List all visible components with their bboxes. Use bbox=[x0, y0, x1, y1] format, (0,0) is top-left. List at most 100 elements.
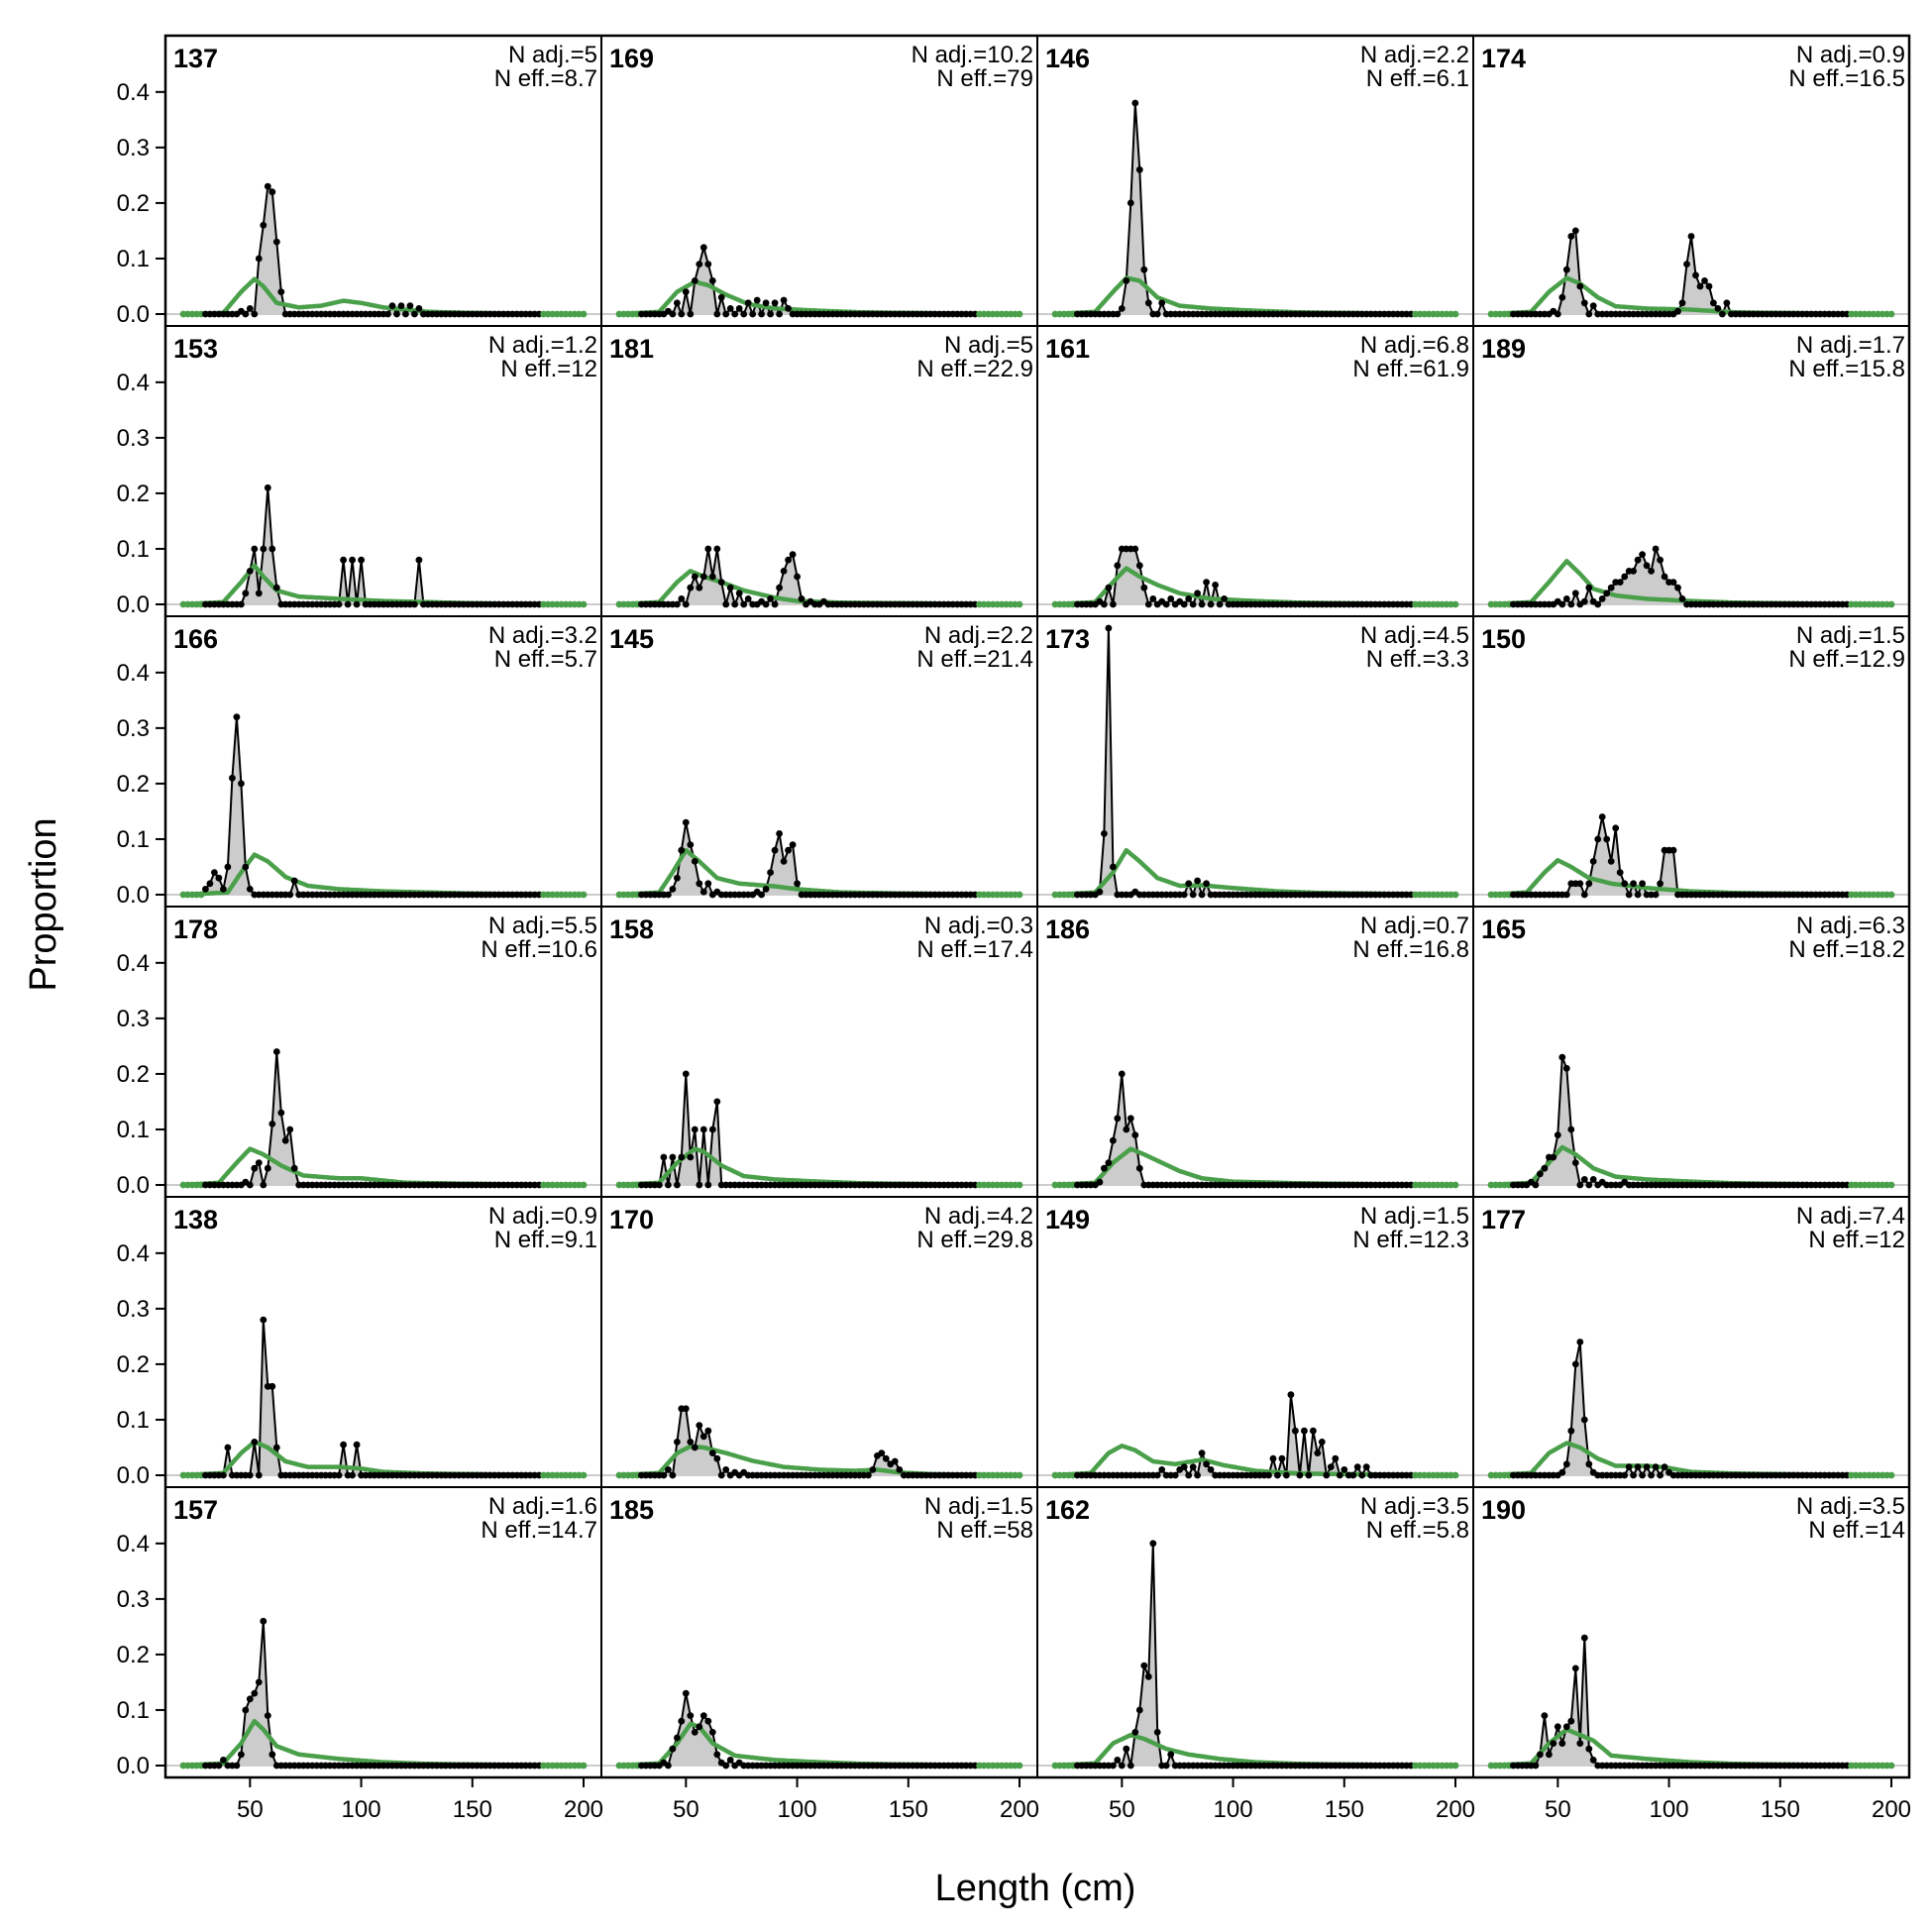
observed-point bbox=[1274, 1471, 1281, 1479]
observed-point bbox=[1585, 1745, 1593, 1753]
observed-point bbox=[1305, 1471, 1313, 1479]
observed-point bbox=[1612, 824, 1620, 832]
observed-point bbox=[789, 841, 797, 848]
observed-point bbox=[251, 545, 259, 553]
observed-point bbox=[580, 891, 588, 899]
observed-point bbox=[1607, 584, 1615, 591]
observed-point bbox=[1567, 600, 1575, 608]
observed-point bbox=[1127, 1115, 1134, 1123]
observed-point bbox=[1639, 551, 1646, 558]
observed-point bbox=[1162, 600, 1170, 608]
observed-point bbox=[767, 869, 774, 876]
observed-point bbox=[1135, 1706, 1143, 1714]
observed-point bbox=[669, 1471, 677, 1479]
n-eff-label: N eff.=14.7 bbox=[481, 1517, 597, 1544]
panel-169: 169 N adj.=10.2N eff.=79 bbox=[600, 35, 1038, 327]
observed-point bbox=[340, 1441, 347, 1449]
observed-point bbox=[713, 1098, 721, 1106]
observed-point bbox=[744, 595, 752, 602]
observed-point bbox=[268, 1382, 276, 1390]
observed-point bbox=[1580, 891, 1588, 899]
observed-point bbox=[229, 774, 236, 782]
observed-area bbox=[183, 186, 584, 314]
observed-point bbox=[1162, 1762, 1170, 1770]
observed-point bbox=[1669, 579, 1677, 586]
observed-point bbox=[1546, 1751, 1553, 1759]
y-tick-label: 0.4 bbox=[117, 1531, 150, 1557]
n-adj-label: N adj.=10.2 bbox=[912, 42, 1033, 68]
observed-point bbox=[1554, 310, 1561, 318]
observed-point bbox=[1114, 310, 1122, 318]
observed-point bbox=[580, 600, 588, 608]
observed-point bbox=[1621, 880, 1629, 888]
observed-point bbox=[1451, 1762, 1459, 1770]
observed-point bbox=[1625, 891, 1633, 899]
observed-point bbox=[211, 869, 218, 876]
observed-point bbox=[878, 1449, 886, 1456]
panel-146: 146 N adj.=2.2N eff.=6.1 bbox=[1036, 35, 1474, 327]
observed-point bbox=[397, 302, 405, 309]
observed-point bbox=[1714, 305, 1722, 312]
n-adj-label: N adj.=5 bbox=[944, 332, 1033, 359]
observed-point bbox=[1562, 266, 1570, 273]
observed-point bbox=[1580, 1176, 1588, 1183]
observed-point bbox=[388, 302, 396, 309]
observed-point bbox=[1323, 1471, 1331, 1479]
observed-point bbox=[717, 579, 725, 586]
observed-point bbox=[580, 1762, 588, 1770]
panel-178: 178 N adj.=5.5N eff.=10.6 bbox=[164, 906, 602, 1198]
observed-area bbox=[1055, 103, 1455, 314]
panel-label: 137 bbox=[173, 44, 218, 73]
observed-point bbox=[1571, 227, 1579, 235]
observed-point bbox=[713, 310, 721, 318]
n-eff-label: N eff.=12 bbox=[1808, 1227, 1905, 1253]
observed-point bbox=[290, 877, 298, 885]
observed-point bbox=[682, 1405, 690, 1413]
observed-point bbox=[1887, 891, 1895, 899]
observed-point bbox=[224, 1444, 232, 1451]
observed-point bbox=[1554, 1723, 1561, 1731]
observed-point bbox=[246, 1695, 254, 1703]
n-eff-label: N eff.=18.2 bbox=[1788, 936, 1905, 963]
panel-label: 165 bbox=[1481, 914, 1526, 944]
n-eff-label: N eff.=16.5 bbox=[1788, 65, 1905, 92]
observed-line bbox=[1491, 1342, 1891, 1478]
observed-point bbox=[758, 891, 765, 899]
x-tick-label: 150 bbox=[453, 1796, 492, 1823]
observed-point bbox=[780, 858, 788, 865]
observed-point bbox=[242, 863, 250, 871]
observed-point bbox=[1648, 1471, 1655, 1479]
observed-point bbox=[682, 600, 690, 608]
x-axis-title: Length (cm) bbox=[935, 1868, 1136, 1909]
observed-point bbox=[1269, 1454, 1277, 1462]
observed-point bbox=[1105, 1159, 1113, 1166]
observed-point bbox=[415, 305, 423, 312]
observed-point bbox=[1180, 600, 1188, 608]
panel-label: 157 bbox=[173, 1495, 218, 1525]
panel-137: 137 N adj.=5N eff.=8.7 bbox=[164, 35, 602, 327]
observed-point bbox=[1701, 277, 1708, 284]
observed-point bbox=[277, 1109, 285, 1117]
observed-line bbox=[1491, 1638, 1891, 1767]
y-tick-label: 0.4 bbox=[117, 950, 150, 977]
observed-point bbox=[1558, 600, 1566, 608]
y-tick-label: 0.0 bbox=[117, 1462, 150, 1489]
n-adj-label: N adj.=3.5 bbox=[1796, 1493, 1905, 1520]
observed-point bbox=[1567, 1427, 1575, 1435]
n-adj-label: N adj.=0.7 bbox=[1360, 912, 1469, 939]
observed-point bbox=[1171, 1471, 1179, 1479]
observed-point bbox=[722, 1762, 730, 1770]
observed-point bbox=[699, 573, 707, 581]
observed-point bbox=[238, 780, 245, 788]
observed-point bbox=[785, 846, 792, 854]
panel-label: 162 bbox=[1045, 1495, 1090, 1525]
observed-point bbox=[1589, 858, 1597, 865]
observed-point bbox=[1554, 1131, 1561, 1138]
observed-point bbox=[1189, 891, 1197, 899]
observed-point bbox=[224, 863, 232, 871]
observed-point bbox=[691, 1729, 698, 1736]
observed-point bbox=[1585, 1181, 1593, 1189]
observed-point bbox=[1114, 1757, 1122, 1764]
observed-point bbox=[1661, 573, 1668, 581]
panel-186: 186 N adj.=0.7N eff.=16.8 bbox=[1036, 906, 1474, 1198]
